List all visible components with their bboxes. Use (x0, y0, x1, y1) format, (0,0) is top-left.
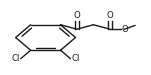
Text: Cl: Cl (11, 54, 19, 63)
Text: O: O (121, 25, 128, 34)
Text: O: O (74, 11, 80, 20)
Text: Cl: Cl (72, 54, 80, 63)
Text: O: O (107, 11, 113, 20)
